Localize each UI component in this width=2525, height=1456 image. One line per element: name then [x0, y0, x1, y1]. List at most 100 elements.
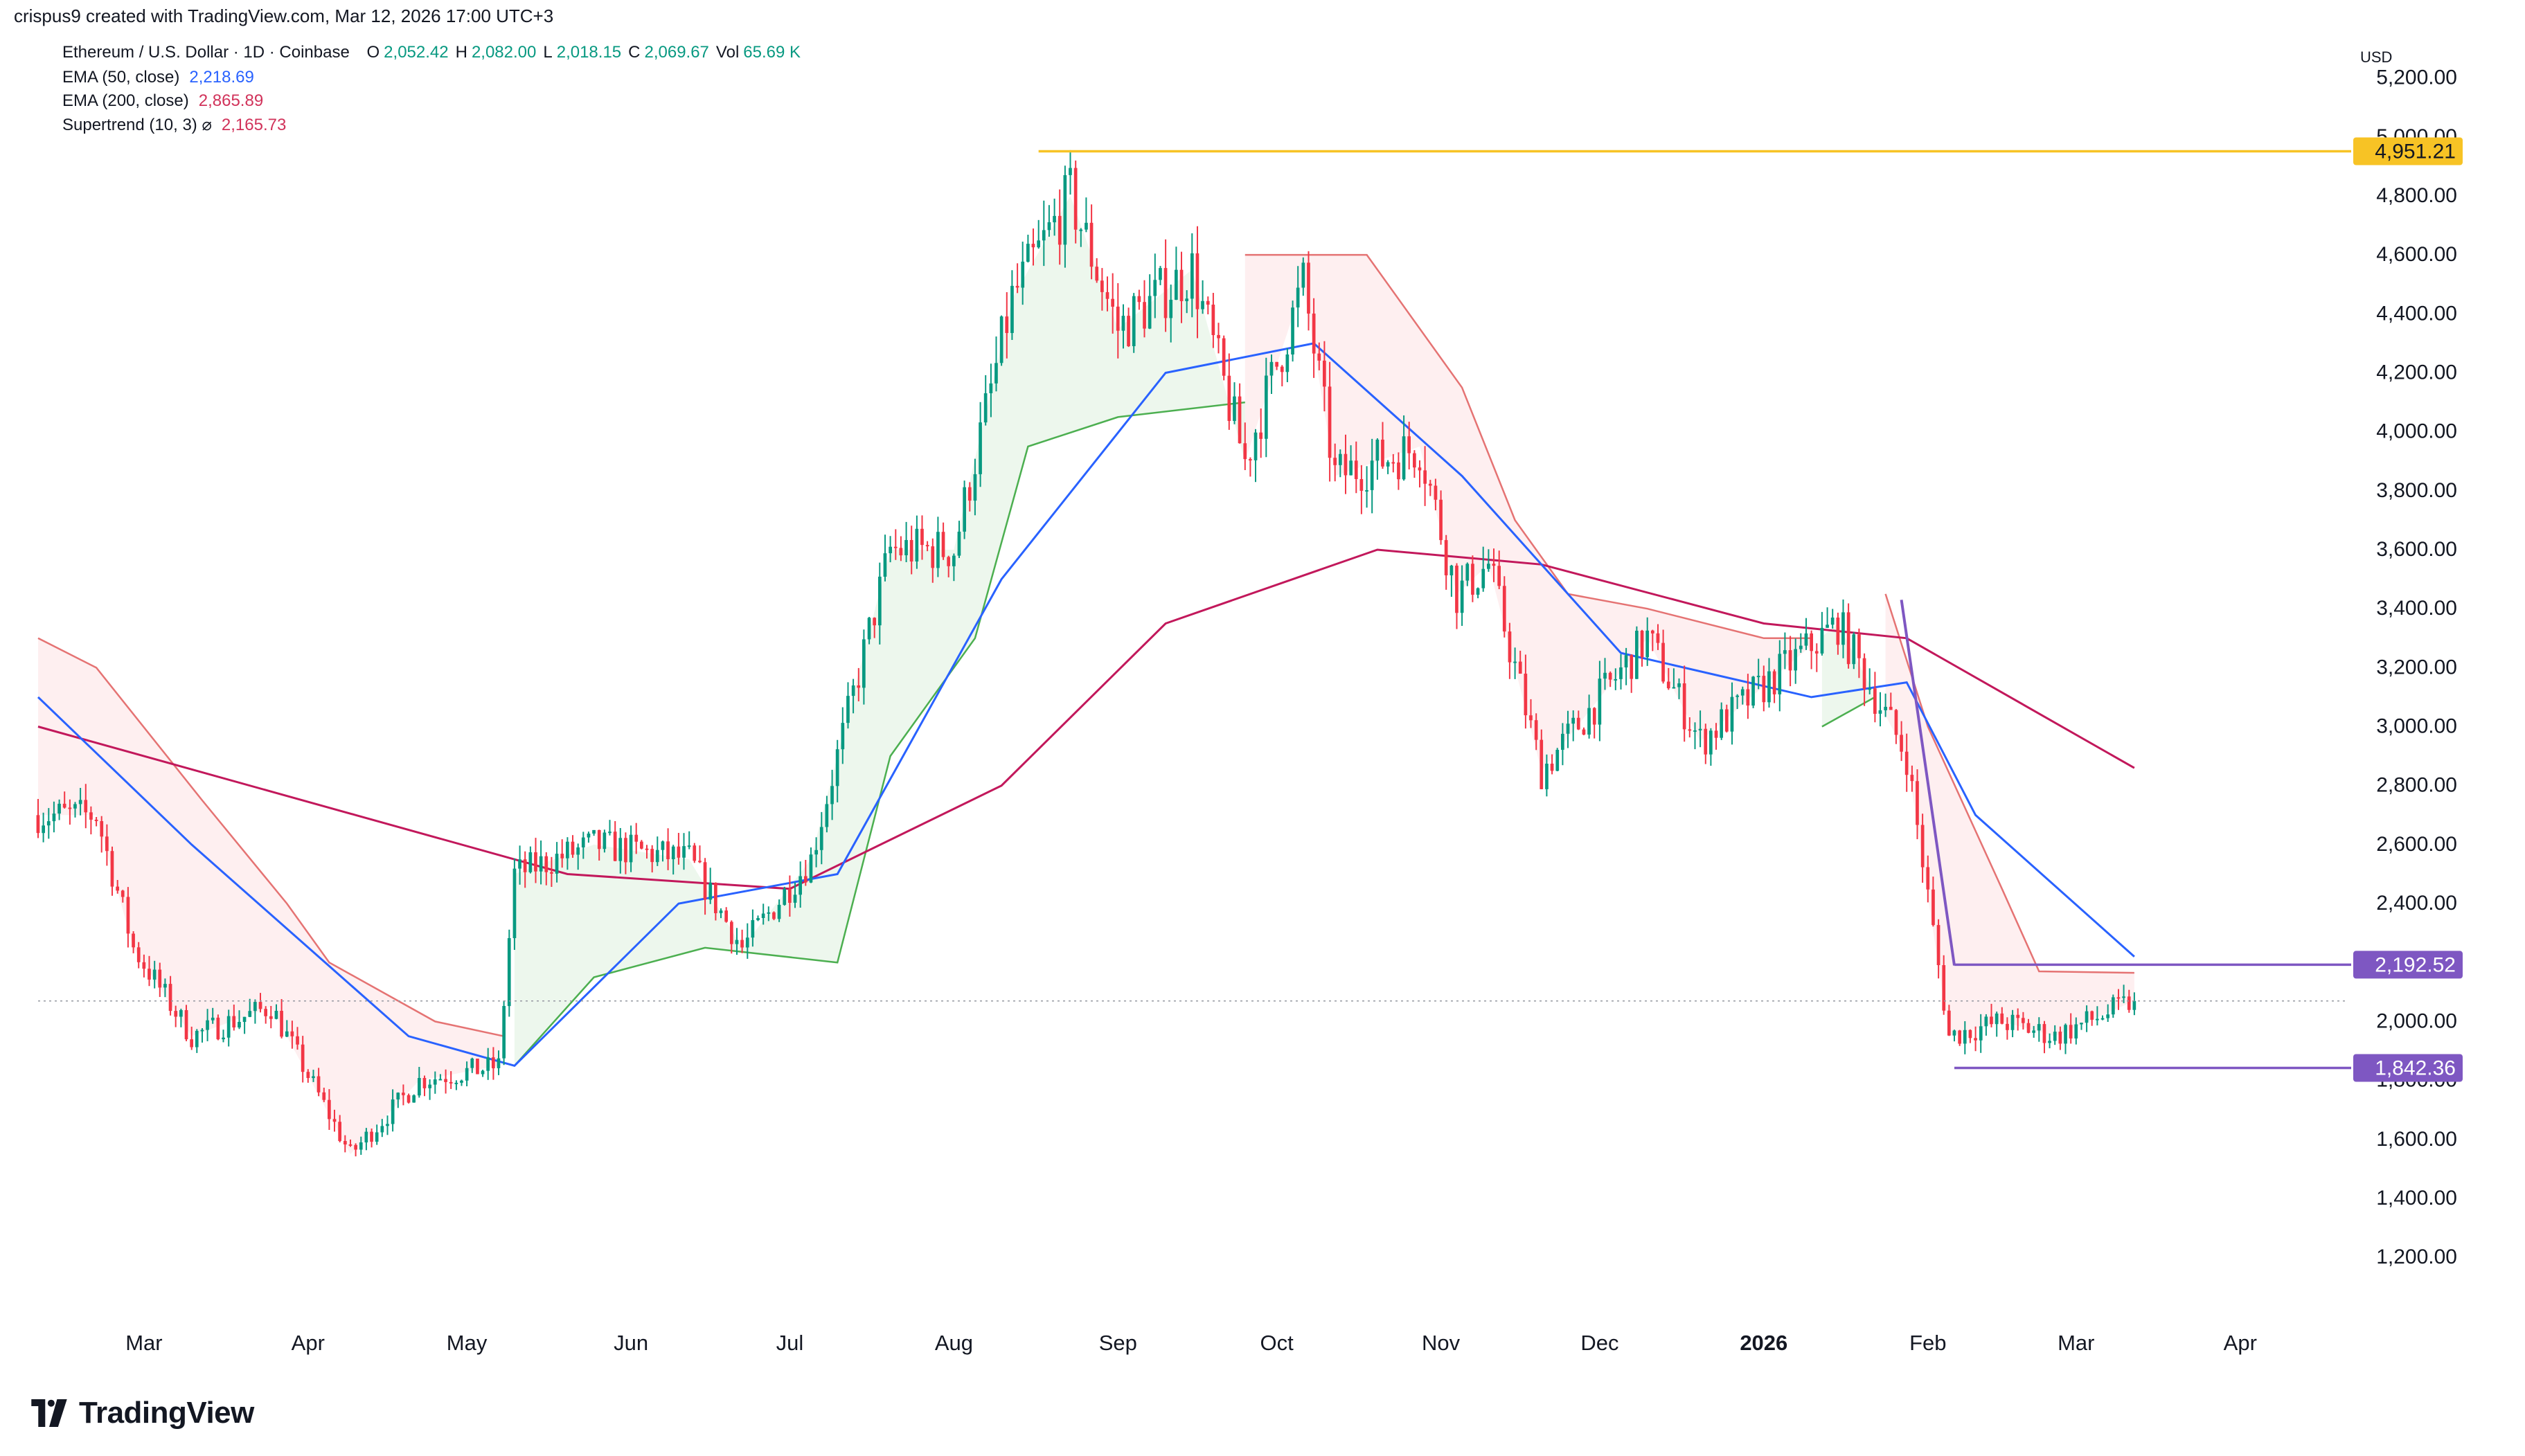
candle-up[interactable]	[163, 984, 167, 988]
candle-up[interactable]	[751, 920, 755, 938]
candle-up[interactable]	[1868, 688, 1871, 690]
candle-down[interactable]	[62, 803, 66, 808]
candle-up[interactable]	[1375, 440, 1380, 461]
candle-up[interactable]	[761, 913, 765, 919]
candle-up[interactable]	[1984, 1016, 1988, 1027]
candle-down[interactable]	[2016, 1014, 2020, 1018]
candle-up[interactable]	[1481, 568, 1485, 588]
candle-down[interactable]	[1682, 683, 1686, 730]
candle-down[interactable]	[1889, 706, 1893, 710]
candle-down[interactable]	[2127, 996, 2131, 1010]
candle-down[interactable]	[857, 685, 861, 688]
candle-up[interactable]	[1730, 696, 1734, 732]
candle-up[interactable]	[979, 422, 982, 474]
candle-up[interactable]	[518, 859, 521, 869]
candle-down[interactable]	[1788, 650, 1792, 671]
candle-up[interactable]	[1820, 627, 1824, 654]
candle-down[interactable]	[1714, 730, 1718, 738]
candle-up[interactable]	[2010, 1014, 2015, 1030]
candle-up[interactable]	[682, 846, 686, 858]
candle-up[interactable]	[2132, 1000, 2136, 1010]
candle-down[interactable]	[1249, 459, 1252, 461]
candle-up[interactable]	[1645, 630, 1649, 658]
candle-down[interactable]	[1931, 889, 1935, 926]
candle-down[interactable]	[1508, 631, 1512, 663]
candle-down[interactable]	[1746, 689, 1750, 706]
candle-up[interactable]	[1751, 676, 1755, 706]
candle-up[interactable]	[983, 393, 988, 423]
candle-up[interactable]	[52, 814, 56, 822]
candle-down[interactable]	[1058, 215, 1062, 245]
candle-down[interactable]	[402, 1093, 405, 1095]
candle-down[interactable]	[1772, 671, 1776, 694]
candle-down[interactable]	[1836, 618, 1840, 645]
candle-down[interactable]	[550, 872, 553, 874]
candle-down[interactable]	[1444, 540, 1448, 575]
candle-down[interactable]	[476, 1059, 479, 1075]
candle-up[interactable]	[1349, 460, 1353, 476]
candle-up[interactable]	[359, 1142, 363, 1150]
candle-up[interactable]	[78, 800, 82, 805]
candle-down[interactable]	[1857, 634, 1861, 658]
candle-down[interactable]	[1073, 168, 1078, 230]
price-level-tag[interactable]	[2353, 951, 2463, 979]
candle-up[interactable]	[364, 1131, 368, 1143]
candle-up[interactable]	[655, 850, 659, 863]
candle-up[interactable]	[1175, 269, 1178, 300]
candle-up[interactable]	[1021, 261, 1025, 288]
candle-down[interactable]	[873, 618, 876, 626]
candle-down[interactable]	[1524, 674, 1528, 716]
candle-up[interactable]	[386, 1124, 389, 1126]
candle-up[interactable]	[2064, 1025, 2067, 1044]
candle-down[interactable]	[1529, 715, 1533, 721]
candle-up[interactable]	[1053, 215, 1056, 223]
candle-up[interactable]	[708, 883, 713, 900]
candle-down[interactable]	[1179, 269, 1184, 301]
candle-up[interactable]	[507, 938, 511, 1007]
candle-up[interactable]	[486, 1057, 490, 1071]
candle-down[interactable]	[89, 812, 93, 820]
candle-up[interactable]	[825, 804, 829, 827]
candle-up[interactable]	[783, 888, 787, 905]
candle-up[interactable]	[200, 1030, 204, 1032]
candle-down[interactable]	[1910, 775, 1914, 782]
candle-down[interactable]	[110, 851, 114, 887]
candle-up[interactable]	[915, 528, 919, 561]
candle-up[interactable]	[242, 1016, 247, 1022]
candle-down[interactable]	[370, 1131, 373, 1142]
indicator-legend-item[interactable]: EMA (200, close) 2,865.89	[62, 91, 263, 111]
candle-down[interactable]	[1990, 1016, 1993, 1025]
candle-down[interactable]	[1222, 338, 1226, 376]
candle-down[interactable]	[1651, 630, 1654, 633]
candle-down[interactable]	[1455, 566, 1458, 613]
candle-up[interactable]	[211, 1017, 215, 1021]
candle-down[interactable]	[1974, 1038, 1977, 1041]
candle-down[interactable]	[1317, 353, 1321, 361]
candle-down[interactable]	[634, 834, 639, 842]
candle-up[interactable]	[867, 618, 871, 640]
candle-up[interactable]	[1783, 650, 1787, 654]
candle-down[interactable]	[1926, 867, 1930, 890]
candle-down[interactable]	[677, 846, 681, 858]
candle-up[interactable]	[375, 1132, 379, 1142]
candle-up[interactable]	[1624, 655, 1628, 667]
candle-down[interactable]	[269, 1016, 273, 1019]
candle-down[interactable]	[1497, 566, 1501, 586]
candle-up[interactable]	[1561, 733, 1564, 750]
candle-up[interactable]	[1778, 654, 1782, 694]
candle-down[interactable]	[84, 800, 88, 813]
candle-up[interactable]	[936, 532, 940, 568]
candle-down[interactable]	[772, 912, 776, 919]
candle-down[interactable]	[296, 1036, 299, 1045]
candle-down[interactable]	[613, 832, 617, 861]
candle-down[interactable]	[1206, 300, 1210, 305]
candle-down[interactable]	[142, 962, 146, 969]
candle-up[interactable]	[502, 1006, 506, 1059]
candle-down[interactable]	[190, 1039, 193, 1048]
candle-up[interactable]	[957, 531, 961, 556]
candle-down[interactable]	[1127, 316, 1130, 346]
candle-up[interactable]	[428, 1084, 431, 1088]
candle-down[interactable]	[1582, 729, 1586, 735]
indicator-legend-item[interactable]: Supertrend (10, 3) ⌀ 2,165.73	[62, 115, 286, 135]
